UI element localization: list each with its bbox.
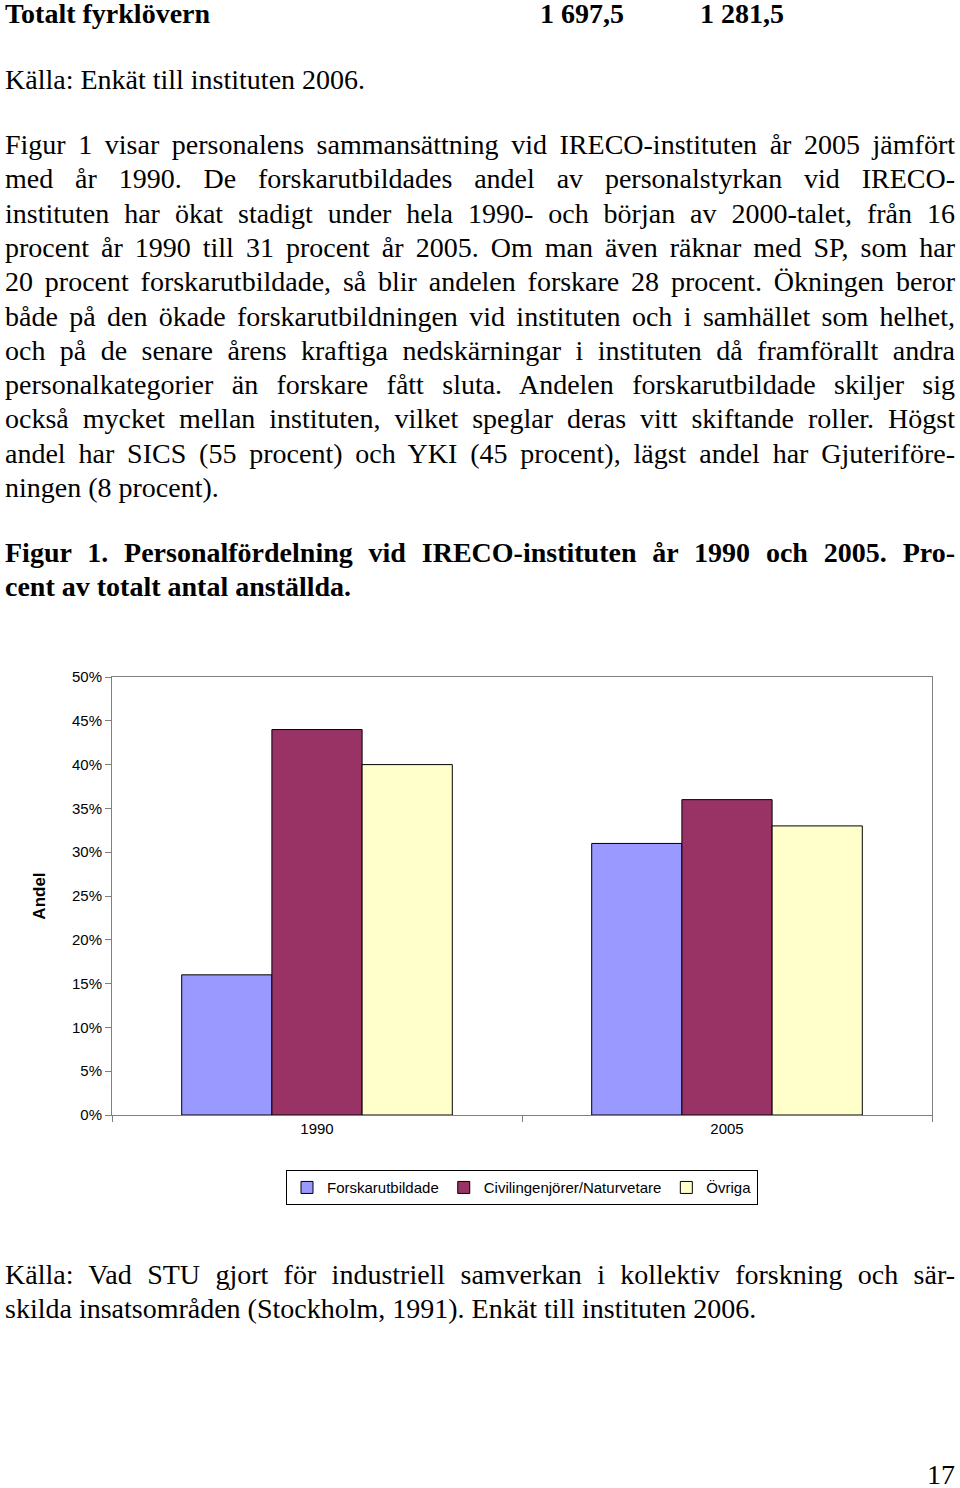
- svg-text:5%: 5%: [80, 1062, 102, 1079]
- svg-text:10%: 10%: [72, 1019, 102, 1036]
- html-text:procent år 1990 till 31 procen: procent år 1990 till 31 procent år 2005.…: [5, 231, 955, 263]
- svg-text:35%: 35%: [72, 800, 102, 817]
- svg-text:15%: 15%: [72, 975, 102, 992]
- svg-text:20%: 20%: [72, 931, 102, 948]
- html-text:Figur 1. Personalfördelning vi: Figur 1. Personalfördelning vid IRECO-in…: [5, 537, 955, 568]
- html-text:också mycket mellan instituten: också mycket mellan instituten, vilket s…: [5, 403, 955, 435]
- html-text:med år 1990. De forskarutbilda: med år 1990. De forskarutbildades andel …: [5, 163, 955, 195]
- svg-text:Forskarutbildade: Forskarutbildade: [327, 1179, 439, 1196]
- svg-text:45%: 45%: [72, 712, 102, 729]
- svg-text:30%: 30%: [72, 843, 102, 860]
- html-text:Källa: Vad STU gjort för indus: Källa: Vad STU gjort för industriell sam…: [5, 1259, 955, 1290]
- html-text:Figur 1 visar personalens samm: Figur 1 visar personalens sammansättning…: [5, 129, 955, 160]
- svg-text:25%: 25%: [72, 887, 102, 904]
- html-text:andel har SICS (55 procent) oc: andel har SICS (55 procent) och YKI (45 …: [5, 437, 955, 469]
- html-text:och på de senare årens kraftig: och på de senare årens kraftiga nedskärn…: [5, 334, 955, 366]
- svg-text:0%: 0%: [80, 1106, 102, 1123]
- html-text:Källa: Enkät till instituten 2: Källa: Enkät till instituten 2006.: [5, 64, 366, 95]
- svg-text:1990: 1990: [300, 1120, 333, 1137]
- svg-text:Andel: Andel: [30, 872, 49, 919]
- html-text:cent av totalt antal anställda: cent av totalt antal anställda.: [5, 571, 352, 603]
- html-text:skilda insatsområden (Stockhol: skilda insatsområden (Stockholm, 1991). …: [5, 1293, 757, 1325]
- html-text:instituten har ökat stadigt un: instituten har ökat stadigt under hela 1…: [5, 197, 955, 229]
- svg-text:Övriga: Övriga: [706, 1179, 751, 1196]
- svg-text:2005: 2005: [710, 1120, 743, 1137]
- html-text:ningen (8 procent).: ningen (8 procent).: [5, 472, 219, 503]
- html-text:20 procent forskarutbildade, s: 20 procent forskarutbildade, så blir and…: [5, 266, 955, 298]
- svg-text:40%: 40%: [72, 756, 102, 773]
- html-text:personalkategorier än forskare: personalkategorier än forskare fått slut…: [5, 369, 955, 401]
- svg-text:50%: 50%: [72, 668, 102, 685]
- html-text:både på den ökade forskarutbil: både på den ökade forskarutbildningen vi…: [5, 300, 955, 332]
- svg-text:Civilingenjörer/Naturvetare: Civilingenjörer/Naturvetare: [484, 1179, 662, 1196]
